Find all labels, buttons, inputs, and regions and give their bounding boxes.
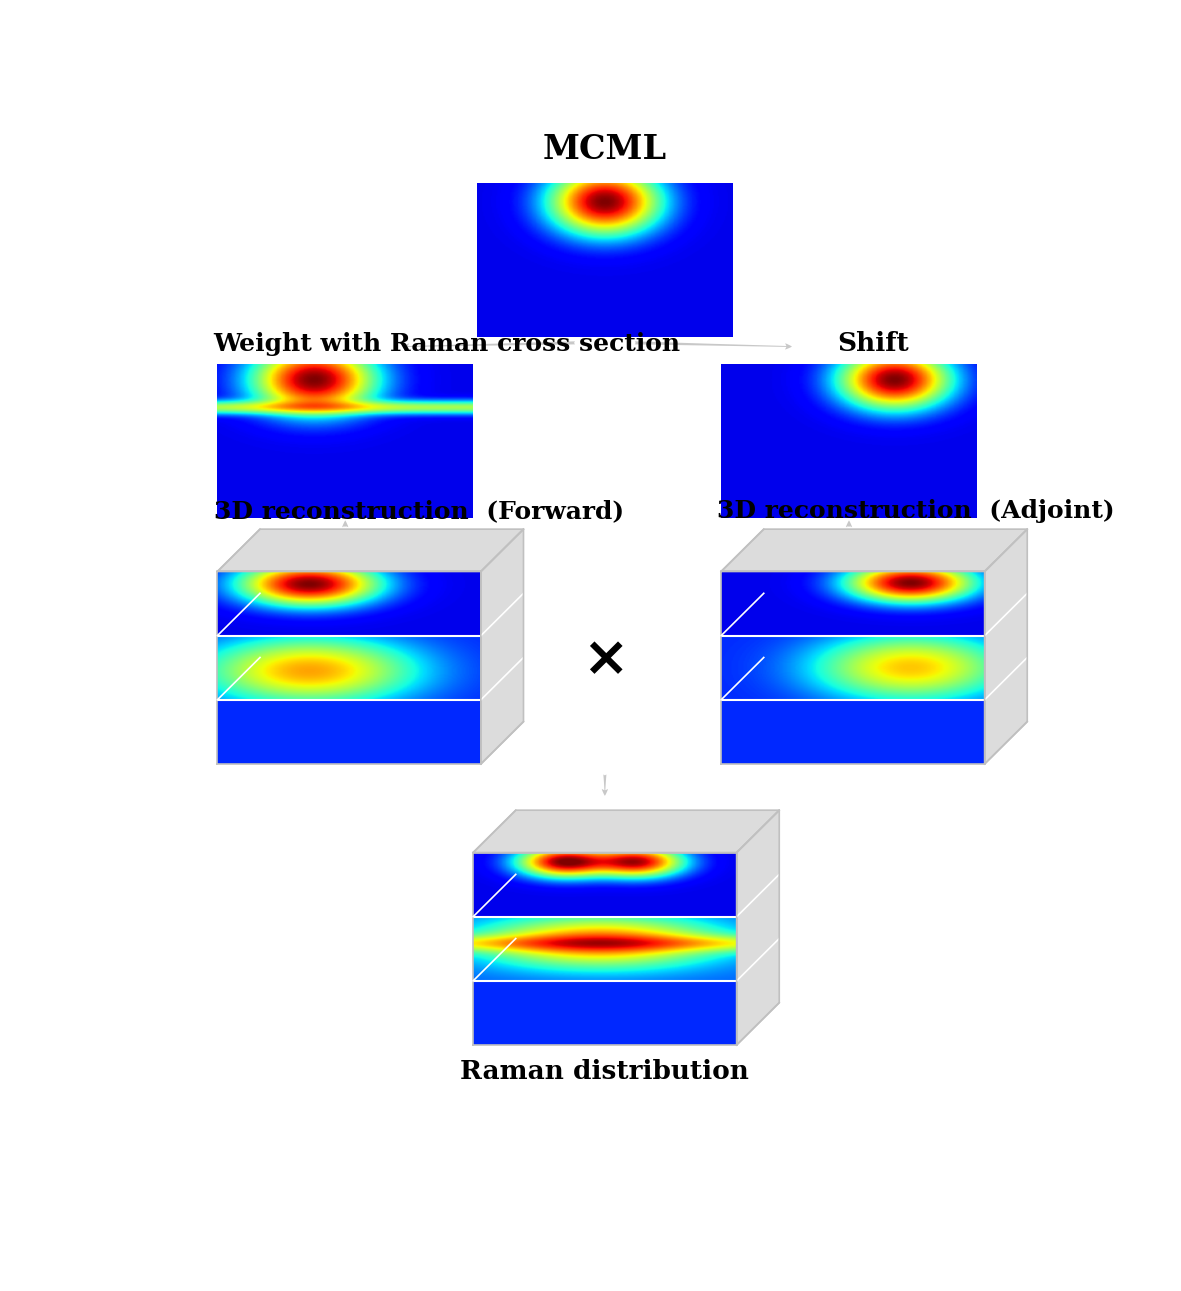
Text: ×: × bbox=[581, 633, 628, 687]
Polygon shape bbox=[217, 529, 260, 764]
Polygon shape bbox=[722, 529, 1027, 572]
Text: MCML: MCML bbox=[543, 133, 667, 165]
Polygon shape bbox=[474, 811, 516, 1044]
Polygon shape bbox=[722, 529, 764, 764]
Text: Raman distribution: Raman distribution bbox=[461, 1059, 749, 1084]
Text: 3D reconstruction  (Adjoint): 3D reconstruction (Adjoint) bbox=[717, 500, 1115, 523]
Polygon shape bbox=[985, 529, 1027, 764]
Polygon shape bbox=[481, 529, 523, 764]
Text: 3D reconstruction  (Forward): 3D reconstruction (Forward) bbox=[214, 500, 624, 523]
Text: Shift: Shift bbox=[837, 330, 909, 356]
Text: Weight with Raman cross section: Weight with Raman cross section bbox=[214, 332, 680, 356]
Polygon shape bbox=[737, 811, 779, 1044]
Polygon shape bbox=[474, 811, 779, 852]
Polygon shape bbox=[217, 529, 523, 572]
